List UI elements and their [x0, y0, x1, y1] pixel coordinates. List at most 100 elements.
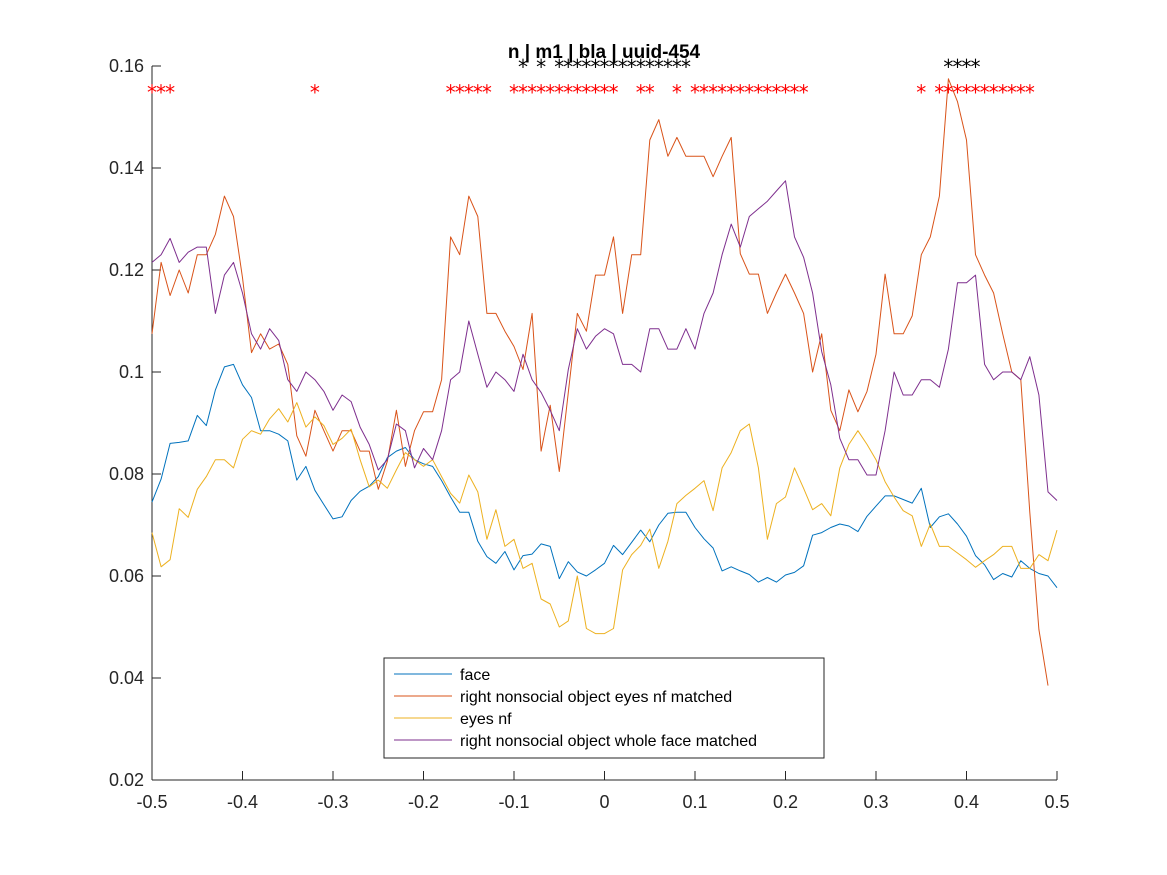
axes: -0.5 -0.4 -0.3 -0.2 -0.1 0 0.1 0.2 0.3 0.4 0.5 0.02…: [109, 56, 1070, 812]
significance-star: *: [581, 81, 591, 105]
series-line-0: [151, 363, 1058, 589]
significance-star: *: [627, 55, 637, 79]
significance-star: *: [536, 55, 546, 79]
significance-star: *: [708, 81, 718, 105]
x-tick-label: 0.5: [1044, 792, 1069, 812]
significance-star: *: [310, 81, 320, 105]
significance-star: *: [518, 55, 528, 79]
legend: face right nonsocial object eyes nf match…: [383, 657, 825, 759]
legend-box: [383, 657, 825, 759]
x-tick-label: -0.5: [136, 792, 167, 812]
significance-star: *: [590, 55, 600, 79]
y-tick-label: 0.06: [109, 566, 144, 586]
significance-star: *: [681, 55, 691, 79]
significance-star: *: [563, 55, 573, 79]
legend-label: eyes nf: [460, 711, 512, 728]
significance-star: *: [554, 81, 564, 105]
significance-star: *: [482, 81, 492, 105]
significance-star: *: [572, 81, 582, 105]
significance-star: *: [473, 81, 483, 105]
series-lines: [151, 78, 1058, 686]
significance-star: *: [672, 55, 682, 79]
significance-star: *: [554, 55, 564, 79]
significance-star: *: [735, 81, 745, 105]
x-tick-label: 0: [599, 792, 609, 812]
y-tick-label: 0.16: [109, 56, 144, 76]
y-tick-label: 0.14: [109, 158, 144, 178]
significance-star: *: [672, 81, 682, 105]
significance-star: *: [636, 55, 646, 79]
significance-star: *: [971, 55, 981, 79]
significance-star: *: [636, 81, 646, 105]
significance-star: *: [536, 81, 546, 105]
significance-star: *: [509, 81, 519, 105]
significance-star: *: [147, 81, 157, 105]
legend-label: face: [460, 667, 490, 684]
significance-star: *: [971, 81, 981, 105]
significance-star: *: [545, 81, 555, 105]
significance-star: *: [663, 55, 673, 79]
legend-label: right nonsocial object eyes nf matched: [460, 689, 732, 706]
significance-star: *: [518, 81, 528, 105]
significance-star: *: [753, 81, 763, 105]
significance-star: *: [609, 81, 619, 105]
significance-star: *: [572, 55, 582, 79]
significance-star: *: [1016, 81, 1026, 105]
significance-star: *: [790, 81, 800, 105]
significance-star: *: [654, 55, 664, 79]
x-tick-label: 0.4: [954, 792, 979, 812]
x-tick-label: 0.2: [773, 792, 798, 812]
significance-star: *: [699, 81, 709, 105]
significance-star: *: [527, 81, 537, 105]
significance-star: *: [952, 55, 962, 79]
significance-star: *: [446, 81, 456, 105]
significance-star: *: [744, 81, 754, 105]
significance-star: *: [581, 55, 591, 79]
significance-star: *: [156, 81, 166, 105]
x-tick-label: -0.3: [317, 792, 348, 812]
series-line-3: [151, 180, 1058, 501]
significance-star: *: [916, 81, 926, 105]
significance-star: *: [455, 81, 465, 105]
significance-star: *: [464, 81, 474, 105]
x-tick-label: -0.1: [498, 792, 529, 812]
significance-star: *: [980, 81, 990, 105]
significance-star: *: [1025, 81, 1035, 105]
x-tick-label: 0.3: [863, 792, 888, 812]
y-tick-label: 0.1: [119, 362, 144, 382]
x-tick-label: -0.2: [408, 792, 439, 812]
significance-star: *: [762, 81, 772, 105]
significance-star: *: [962, 81, 972, 105]
significance-star: *: [609, 55, 619, 79]
chart-title: n | m1 | bla | uuid-454: [508, 42, 701, 63]
significance-star: *: [645, 81, 655, 105]
significance-star: *: [717, 81, 727, 105]
significance-star: *: [998, 81, 1008, 105]
significance-star: *: [781, 81, 791, 105]
significance-star: *: [989, 81, 999, 105]
significance-markers: * * * * * * * * * * * * * * * * * * * * ** * * * * * * * * * * * * * * * * * *…: [147, 55, 1035, 105]
legend-label: right nonsocial object whole face matche…: [460, 733, 757, 750]
significance-star: *: [962, 55, 972, 79]
y-tick-label: 0.02: [109, 770, 144, 790]
x-tick-label: 0.1: [682, 792, 707, 812]
significance-star: *: [590, 81, 600, 105]
series-line-1: [151, 78, 1049, 686]
significance-star: *: [600, 81, 610, 105]
x-tick-label: -0.4: [227, 792, 258, 812]
significance-star: *: [600, 55, 610, 79]
y-tick-label: 0.04: [109, 668, 144, 688]
significance-star: *: [943, 55, 953, 79]
series-line-2: [151, 402, 1058, 635]
y-tick-label: 0.12: [109, 260, 144, 280]
significance-star: *: [563, 81, 573, 105]
significance-star: *: [799, 81, 809, 105]
significance-star: *: [952, 81, 962, 105]
significance-star: *: [690, 81, 700, 105]
significance-star: *: [645, 55, 655, 79]
significance-star: *: [1007, 81, 1017, 105]
significance-star: *: [726, 81, 736, 105]
significance-star: *: [771, 81, 781, 105]
significance-star: *: [943, 81, 953, 105]
